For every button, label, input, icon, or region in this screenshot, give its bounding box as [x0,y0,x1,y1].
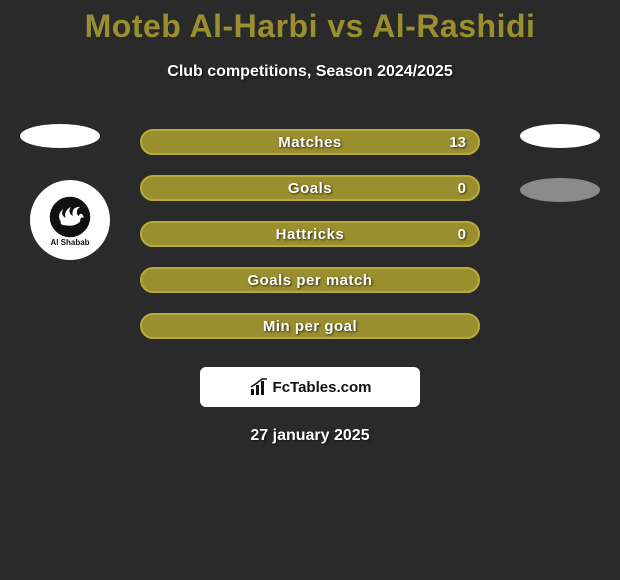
stat-label: Hattricks [276,226,345,243]
stat-label: Goals [288,180,332,197]
stat-bar-goals: Goals 0 [140,175,480,201]
brand-chart-icon [249,377,269,397]
stat-row: Matches 13 [0,119,620,165]
stat-label: Min per goal [263,318,357,335]
stat-bar-min-per-goal: Min per goal [140,313,480,339]
stat-label: Goals per match [247,272,372,289]
date-line: 27 january 2025 [0,427,620,445]
stat-value: 0 [458,180,466,197]
stats-area: Matches 13 Goals 0 Hattricks 0 Goals per… [0,119,620,349]
stat-value: 0 [458,226,466,243]
footer-brand-badge: FcTables.com [200,367,420,407]
stat-bar-hattricks: Hattricks 0 [140,221,480,247]
stat-bar-goals-per-match: Goals per match [140,267,480,293]
stat-row: Hattricks 0 [0,211,620,257]
stat-row: Min per goal [0,303,620,349]
footer-brand-text: FcTables.com [273,379,372,396]
stat-bar-matches: Matches 13 [140,129,480,155]
subtitle: Club competitions, Season 2024/2025 [0,63,620,81]
stat-row: Goals 0 [0,165,620,211]
page-title: Moteb Al-Harbi vs Al-Rashidi [0,0,620,45]
stat-row: Goals per match [0,257,620,303]
stat-value: 13 [449,134,466,151]
stat-label: Matches [278,134,342,151]
